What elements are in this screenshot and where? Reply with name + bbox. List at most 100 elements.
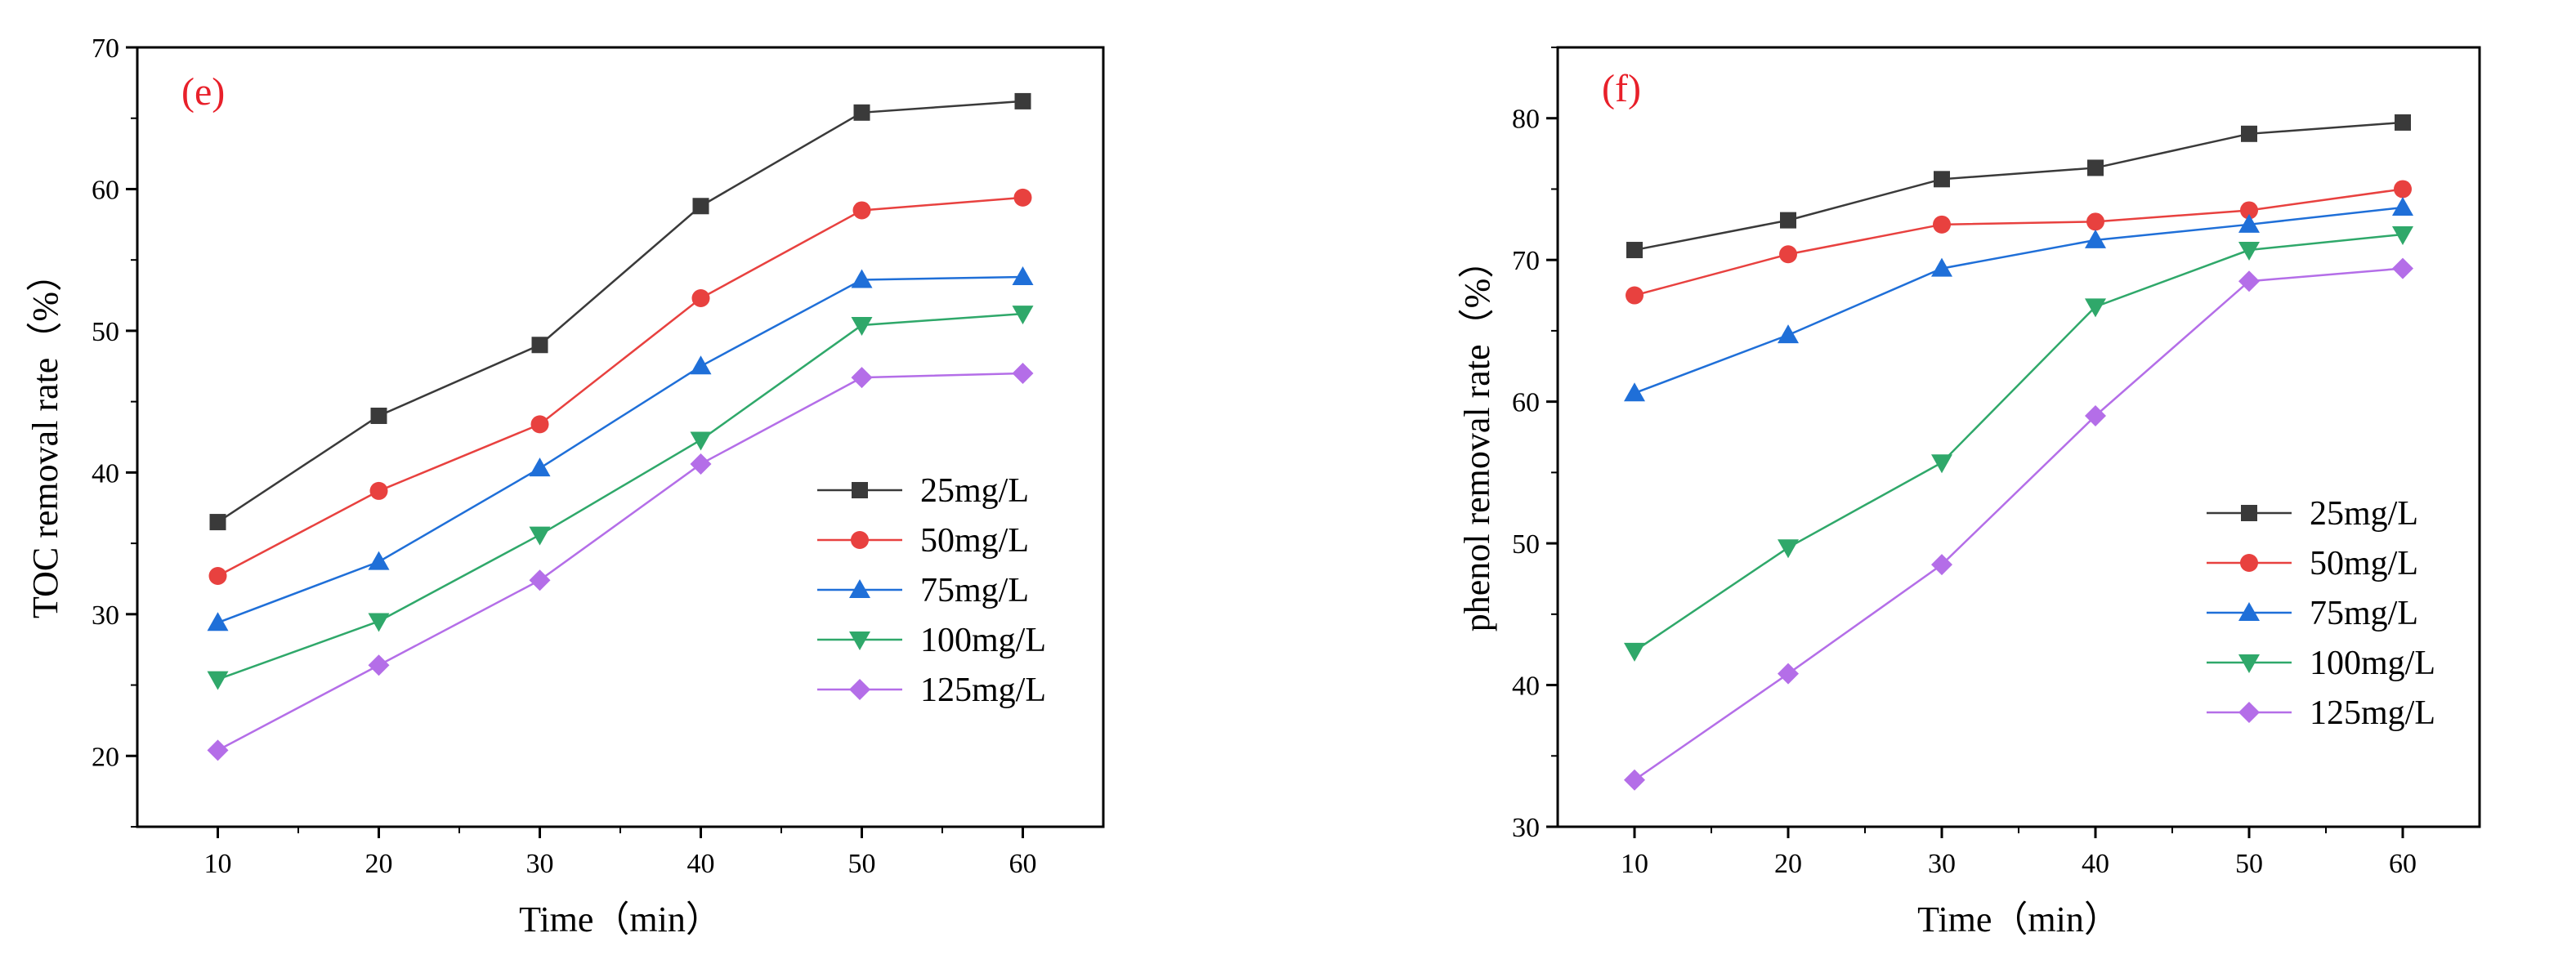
series-line-e-1 [217,196,1023,578]
panel-label-e: (e) [181,70,225,114]
series-line-f-4 [1634,267,2404,781]
y-tick-label-f: 40 [1512,672,1540,702]
x-tick-label-e: 50 [848,849,876,879]
x-tick-label-e: 60 [1009,849,1037,879]
data-point-f-0-4 [2241,125,2257,142]
data-point-e-3-3 [690,431,712,451]
data-point-f-4-1 [1778,663,1799,685]
series-line-e-0 [217,100,1023,524]
chart-panel-f: 10 20 30 40 50 60 30 40 50 60 70 80 Time（min） phenol … [1457,46,2481,939]
data-point-e-2-3 [690,355,712,375]
data-point-f-1-3 [2086,212,2104,231]
legend-marker-f-2 [2238,602,2260,621]
data-point-f-3-2 [1931,454,1952,474]
y-tick-label-e: 30 [92,600,119,631]
data-point-e-3-1 [368,613,390,632]
data-point-e-3-0 [207,671,229,690]
data-point-f-3-4 [2238,242,2260,261]
data-point-f-2-1 [1778,324,1799,344]
y-tick-label-f: 30 [1512,813,1540,843]
data-point-e-4-2 [529,569,551,591]
data-point-e-4-1 [368,654,390,676]
data-point-e-3-4 [851,316,873,336]
data-point-e-3-5 [1012,306,1034,325]
data-point-f-2-0 [1624,382,1645,402]
data-point-e-3-2 [529,526,551,546]
data-point-e-1-5 [1013,188,1032,207]
legend-label-f-1: 50mg/L [2310,545,2418,582]
legend-label-e-1: 50mg/L [920,522,1029,560]
data-point-f-4-5 [2392,257,2413,279]
data-point-e-0-2 [531,337,548,354]
data-point-f-1-1 [1779,245,1797,264]
data-point-f-2-2 [1931,257,1952,277]
legend-label-e-0: 25mg/L [920,472,1029,510]
data-point-e-4-4 [851,367,873,389]
series-line-f-1 [1634,188,2404,297]
series-line-f-2 [1634,206,2404,395]
y-axis-title-e: TOC removal rate（%） [25,256,65,618]
data-point-f-2-3 [2085,229,2106,248]
data-point-e-1-4 [852,201,871,220]
legend-marker-f-4 [2238,702,2260,723]
data-point-e-4-0 [207,739,229,761]
legend-marker-f-0 [2241,505,2257,521]
legend-marker-e-3 [849,632,870,650]
data-point-f-0-0 [1626,242,1643,259]
data-point-f-1-0 [1626,286,1644,305]
x-tick-label-f: 10 [1621,849,1648,879]
x-tick-label-e: 10 [204,849,232,879]
legend-label-e-3: 100mg/L [920,622,1046,659]
legend-label-e-4: 125mg/L [920,672,1046,709]
y-tick-label-e: 70 [92,33,119,64]
legend-label-f-0: 25mg/L [2310,495,2418,533]
data-point-e-0-3 [692,198,709,215]
y-tick-label-e: 60 [92,175,119,205]
series-line-e-3 [217,312,1023,681]
data-point-e-0-4 [853,104,870,121]
data-point-f-2-4 [2238,213,2260,233]
x-tick-label-f: 50 [2235,849,2263,879]
y-tick-label-e: 20 [92,742,119,772]
legend-marker-f-3 [2238,654,2260,673]
data-point-f-3-3 [2085,298,2106,318]
data-point-f-0-5 [2395,114,2411,131]
data-point-e-1-2 [530,415,549,434]
y-axis-title-f: phenol removal rate（%） [1457,243,1497,632]
data-point-f-4-3 [2085,404,2106,426]
y-tick-label-e: 50 [92,317,119,347]
x-tick-label-e: 30 [526,849,554,879]
x-tick-label-f: 40 [2082,849,2109,879]
data-point-f-4-0 [1624,769,1645,791]
data-point-e-2-0 [207,612,229,632]
panel-label-f: (f) [1602,67,1641,110]
data-point-f-4-4 [2238,270,2260,292]
data-point-f-0-3 [2087,159,2104,176]
data-point-f-4-2 [1931,554,1952,576]
legend-marker-f-1 [2240,554,2258,572]
data-point-f-1-5 [2394,180,2412,199]
data-point-e-0-1 [370,407,387,424]
data-point-e-2-1 [368,551,390,570]
data-point-e-2-5 [1012,266,1034,285]
data-point-f-3-5 [2392,225,2413,245]
data-point-f-3-1 [1778,539,1799,559]
data-point-e-4-3 [690,453,712,475]
data-point-e-1-1 [369,481,388,500]
legend-label-f-3: 100mg/L [2310,645,2435,682]
data-point-e-1-3 [691,289,710,308]
data-point-f-0-2 [1934,171,1950,188]
legend-marker-e-1 [851,531,869,549]
legend-marker-e-0 [852,482,868,498]
x-axis-title-f: Time（min） [1917,899,2120,939]
legend-marker-e-2 [849,579,870,598]
data-point-f-0-1 [1780,212,1796,229]
y-tick-label-e: 40 [92,458,119,489]
data-point-f-2-5 [2392,197,2413,216]
x-tick-label-f: 60 [2389,849,2417,879]
data-point-f-1-4 [2240,201,2258,220]
legend-marker-e-4 [849,679,870,700]
y-tick-label-f: 70 [1512,246,1540,276]
x-tick-label-e: 40 [687,849,715,879]
y-tick-label-f: 50 [1512,529,1540,560]
